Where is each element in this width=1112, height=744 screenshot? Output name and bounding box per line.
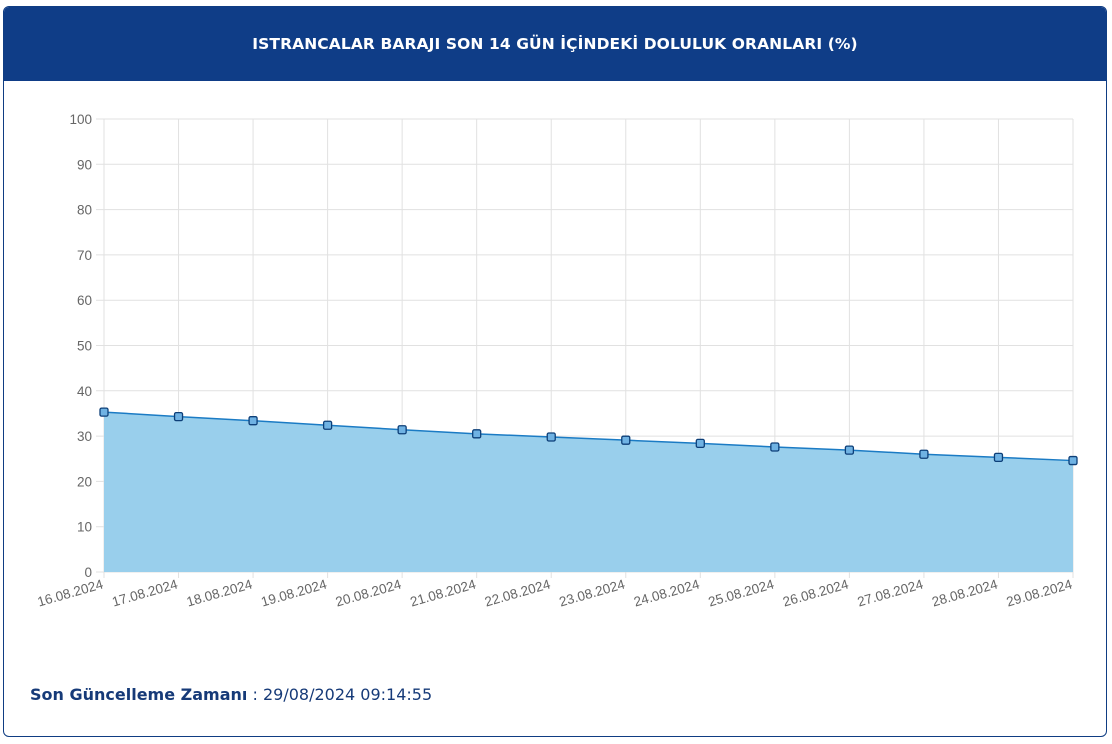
x-tick-label: 22.08.2024 [483,576,553,609]
x-tick-label: 28.08.2024 [930,576,1000,609]
y-tick-label: 80 [77,203,92,218]
card-header: ISTRANCALAR BARAJI SON 14 GÜN İÇİNDEKİ D… [4,7,1106,81]
y-tick-label: 20 [77,474,92,489]
x-tick-label: 16.08.2024 [36,576,106,609]
data-point [993,452,1004,463]
series-area [103,411,1074,572]
data-point [695,438,705,448]
x-tick-label: 23.08.2024 [558,576,628,609]
x-tick-label: 21.08.2024 [408,576,478,609]
data-point [472,429,482,439]
data-point [1068,455,1078,466]
data-point [621,435,631,445]
data-point [546,432,556,442]
data-point [919,449,929,459]
x-tick-label: 26.08.2024 [781,576,851,609]
x-tick-label: 17.08.2024 [110,576,180,609]
y-tick-label: 10 [77,520,92,535]
y-tick-label: 30 [77,429,92,444]
data-point [397,425,407,435]
y-tick-label: 50 [77,339,92,354]
y-axis: 0 10 20 30 40 50 60 70 80 90 100 [69,112,92,580]
data-points [99,407,1078,466]
series-line [103,411,1074,462]
x-tick-label: 24.08.2024 [632,576,702,609]
x-axis: 16.08.2024 17.08.2024 18.08.2024 19.08.2024… [36,576,1075,609]
x-tick-label: 18.08.2024 [185,576,255,609]
data-point [844,445,855,455]
chart-area: 0 10 20 30 40 50 60 70 80 90 100 16.08.2024 17.08.2… [36,112,1078,610]
chart-title: ISTRANCALAR BARAJI SON 14 GÜN İÇİNDEKİ D… [252,35,858,53]
data-point [248,416,258,426]
data-point [770,442,780,452]
data-point [173,411,184,422]
y-tick-label: 100 [69,112,92,127]
y-tick-label: 60 [77,293,92,308]
data-point [322,420,333,430]
y-tick-label: 90 [77,157,92,172]
x-tick-label: 19.08.2024 [259,576,329,609]
last-update-separator: : [247,685,263,704]
data-point [99,407,109,417]
x-tick-label: 27.08.2024 [856,576,926,609]
series-fill [104,412,1073,572]
x-tick-label: 20.08.2024 [334,576,404,609]
y-tick-label: 40 [77,384,92,399]
chart-card: ISTRANCALAR BARAJI SON 14 GÜN İÇİNDEKİ D… [3,6,1107,737]
last-update-label: Son Güncelleme Zamanı [30,685,248,704]
y-tick-label: 0 [84,565,92,580]
x-tick-label: 25.08.2024 [707,576,777,609]
y-tick-label: 70 [77,248,92,263]
last-update: Son Güncelleme Zamanı : 29/08/2024 09:14… [30,685,432,704]
x-tick-label: 29.08.2024 [1005,576,1075,609]
last-update-value: 29/08/2024 09:14:55 [262,685,433,704]
